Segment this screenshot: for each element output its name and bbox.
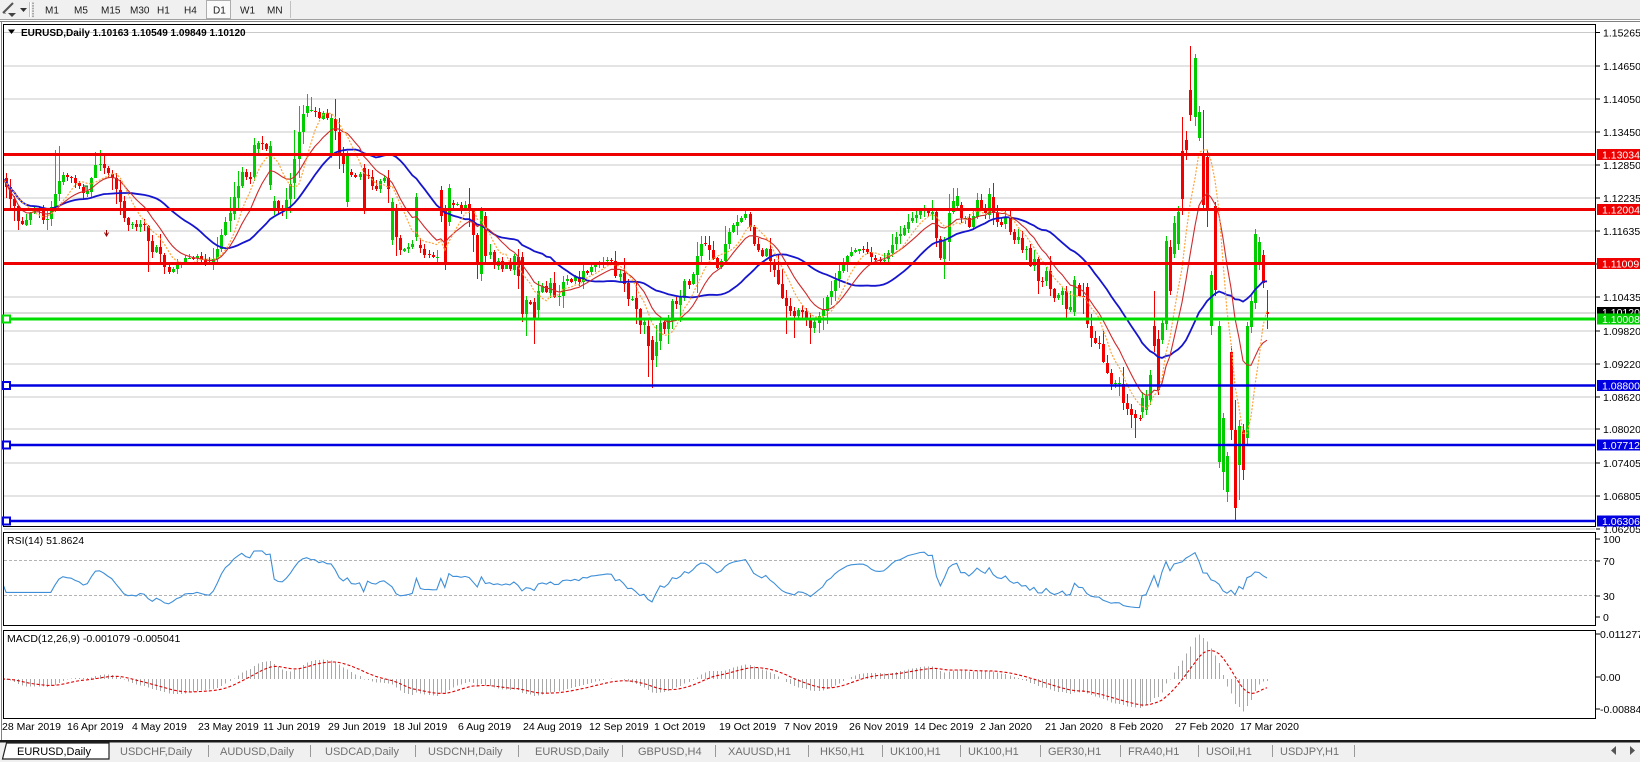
svg-text:21 Jan 2020: 21 Jan 2020 — [1045, 721, 1103, 733]
svg-text:M30: M30 — [130, 6, 150, 17]
svg-text:M5: M5 — [74, 6, 88, 17]
svg-text:19 Oct 2019: 19 Oct 2019 — [719, 721, 776, 733]
svg-text:0.011277: 0.011277 — [1600, 629, 1640, 641]
svg-text:1.14650: 1.14650 — [1603, 61, 1640, 73]
svg-text:D1: D1 — [213, 6, 226, 17]
svg-text:W1: W1 — [240, 6, 255, 17]
svg-text:12 Sep 2019: 12 Sep 2019 — [589, 721, 649, 733]
svg-text:1.12850: 1.12850 — [1603, 160, 1640, 172]
svg-text:70: 70 — [1603, 556, 1615, 568]
svg-text:1.06306: 1.06306 — [1602, 516, 1640, 528]
svg-text:H4: H4 — [184, 6, 197, 17]
svg-text:USDJPY,H1: USDJPY,H1 — [1280, 746, 1339, 758]
svg-text:1.10008: 1.10008 — [1602, 314, 1640, 326]
svg-text:M15: M15 — [101, 6, 121, 17]
svg-text:29 Jun 2019: 29 Jun 2019 — [328, 721, 386, 733]
svg-text:8 Feb 2020: 8 Feb 2020 — [1110, 721, 1163, 733]
svg-text:AUDUSD,Daily: AUDUSD,Daily — [220, 746, 294, 758]
svg-text:14 Dec 2019: 14 Dec 2019 — [914, 721, 974, 733]
svg-text:16 Apr 2019: 16 Apr 2019 — [67, 721, 124, 733]
svg-text:28 Mar 2019: 28 Mar 2019 — [2, 721, 61, 733]
svg-text:1.07712: 1.07712 — [1602, 440, 1640, 452]
svg-text:7 Nov 2019: 7 Nov 2019 — [784, 721, 838, 733]
svg-text:1.11635: 1.11635 — [1603, 226, 1640, 238]
svg-text:27 Feb 2020: 27 Feb 2020 — [1175, 721, 1234, 733]
svg-text:1 Oct 2019: 1 Oct 2019 — [654, 721, 706, 733]
svg-text:MN: MN — [267, 6, 283, 17]
svg-text:-0.008845: -0.008845 — [1600, 704, 1640, 716]
svg-text:EURUSD,Daily: EURUSD,Daily — [535, 746, 609, 758]
svg-text:1.09220: 1.09220 — [1603, 359, 1640, 371]
svg-text:1.06205: 1.06205 — [1603, 524, 1640, 536]
svg-text:GBPUSD,H4: GBPUSD,H4 — [638, 746, 702, 758]
svg-text:1.09820: 1.09820 — [1603, 326, 1640, 338]
svg-text:RSI(14) 51.8624: RSI(14) 51.8624 — [7, 535, 84, 547]
svg-text:30: 30 — [1603, 591, 1615, 603]
svg-text:HK50,H1: HK50,H1 — [820, 746, 865, 758]
svg-text:17 Mar 2020: 17 Mar 2020 — [1240, 721, 1299, 733]
svg-text:EURUSD,Daily: EURUSD,Daily — [17, 746, 91, 758]
svg-text:1.15265: 1.15265 — [1603, 28, 1640, 40]
svg-text:FRA40,H1: FRA40,H1 — [1128, 746, 1179, 758]
svg-text:EURUSD,Daily 1.10163 1.10549: EURUSD,Daily 1.10163 1.10549 1.09849 1.1… — [21, 28, 246, 39]
svg-text:0: 0 — [1603, 612, 1609, 624]
svg-text:USDCNH,Daily: USDCNH,Daily — [428, 746, 503, 758]
svg-text:1.07405: 1.07405 — [1603, 458, 1640, 470]
svg-text:XAUUSD,H1: XAUUSD,H1 — [728, 746, 791, 758]
svg-text:18 Jul 2019: 18 Jul 2019 — [393, 721, 447, 733]
svg-text:1.12004: 1.12004 — [1602, 205, 1640, 217]
svg-text:USOil,H1: USOil,H1 — [1206, 746, 1252, 758]
svg-text:1.14050: 1.14050 — [1603, 94, 1640, 106]
svg-text:1.13034: 1.13034 — [1602, 150, 1640, 162]
svg-text:1.10435: 1.10435 — [1603, 292, 1640, 304]
svg-text:2 Jan 2020: 2 Jan 2020 — [980, 721, 1032, 733]
svg-text:4 May 2019: 4 May 2019 — [132, 721, 187, 733]
svg-text:1.08620: 1.08620 — [1603, 392, 1640, 404]
svg-text:1.06805: 1.06805 — [1603, 491, 1640, 503]
svg-text:M1: M1 — [45, 6, 59, 17]
svg-text:USDCAD,Daily: USDCAD,Daily — [325, 746, 399, 758]
svg-text:H1: H1 — [157, 6, 170, 17]
svg-text:1.13450: 1.13450 — [1603, 127, 1640, 139]
svg-text:MACD(12,26,9) -0.001079 -0.005: MACD(12,26,9) -0.001079 -0.005041 — [7, 633, 181, 645]
svg-text:1.12235: 1.12235 — [1603, 193, 1640, 205]
svg-text:UK100,H1: UK100,H1 — [890, 746, 941, 758]
svg-text:1.11009: 1.11009 — [1602, 259, 1639, 271]
svg-text:100: 100 — [1603, 534, 1621, 546]
svg-text:6 Aug 2019: 6 Aug 2019 — [458, 721, 511, 733]
svg-text:GER30,H1: GER30,H1 — [1048, 746, 1101, 758]
svg-text:11 Jun 2019: 11 Jun 2019 — [263, 721, 320, 733]
svg-text:23 May 2019: 23 May 2019 — [198, 721, 259, 733]
svg-text:0.00: 0.00 — [1600, 672, 1621, 684]
svg-text:1.08020: 1.08020 — [1603, 424, 1640, 436]
svg-text:24 Aug 2019: 24 Aug 2019 — [523, 721, 582, 733]
svg-text:1.08800: 1.08800 — [1602, 381, 1640, 393]
svg-text:USDCHF,Daily: USDCHF,Daily — [120, 746, 193, 758]
svg-text:UK100,H1: UK100,H1 — [968, 746, 1019, 758]
svg-text:26 Nov 2019: 26 Nov 2019 — [849, 721, 909, 733]
